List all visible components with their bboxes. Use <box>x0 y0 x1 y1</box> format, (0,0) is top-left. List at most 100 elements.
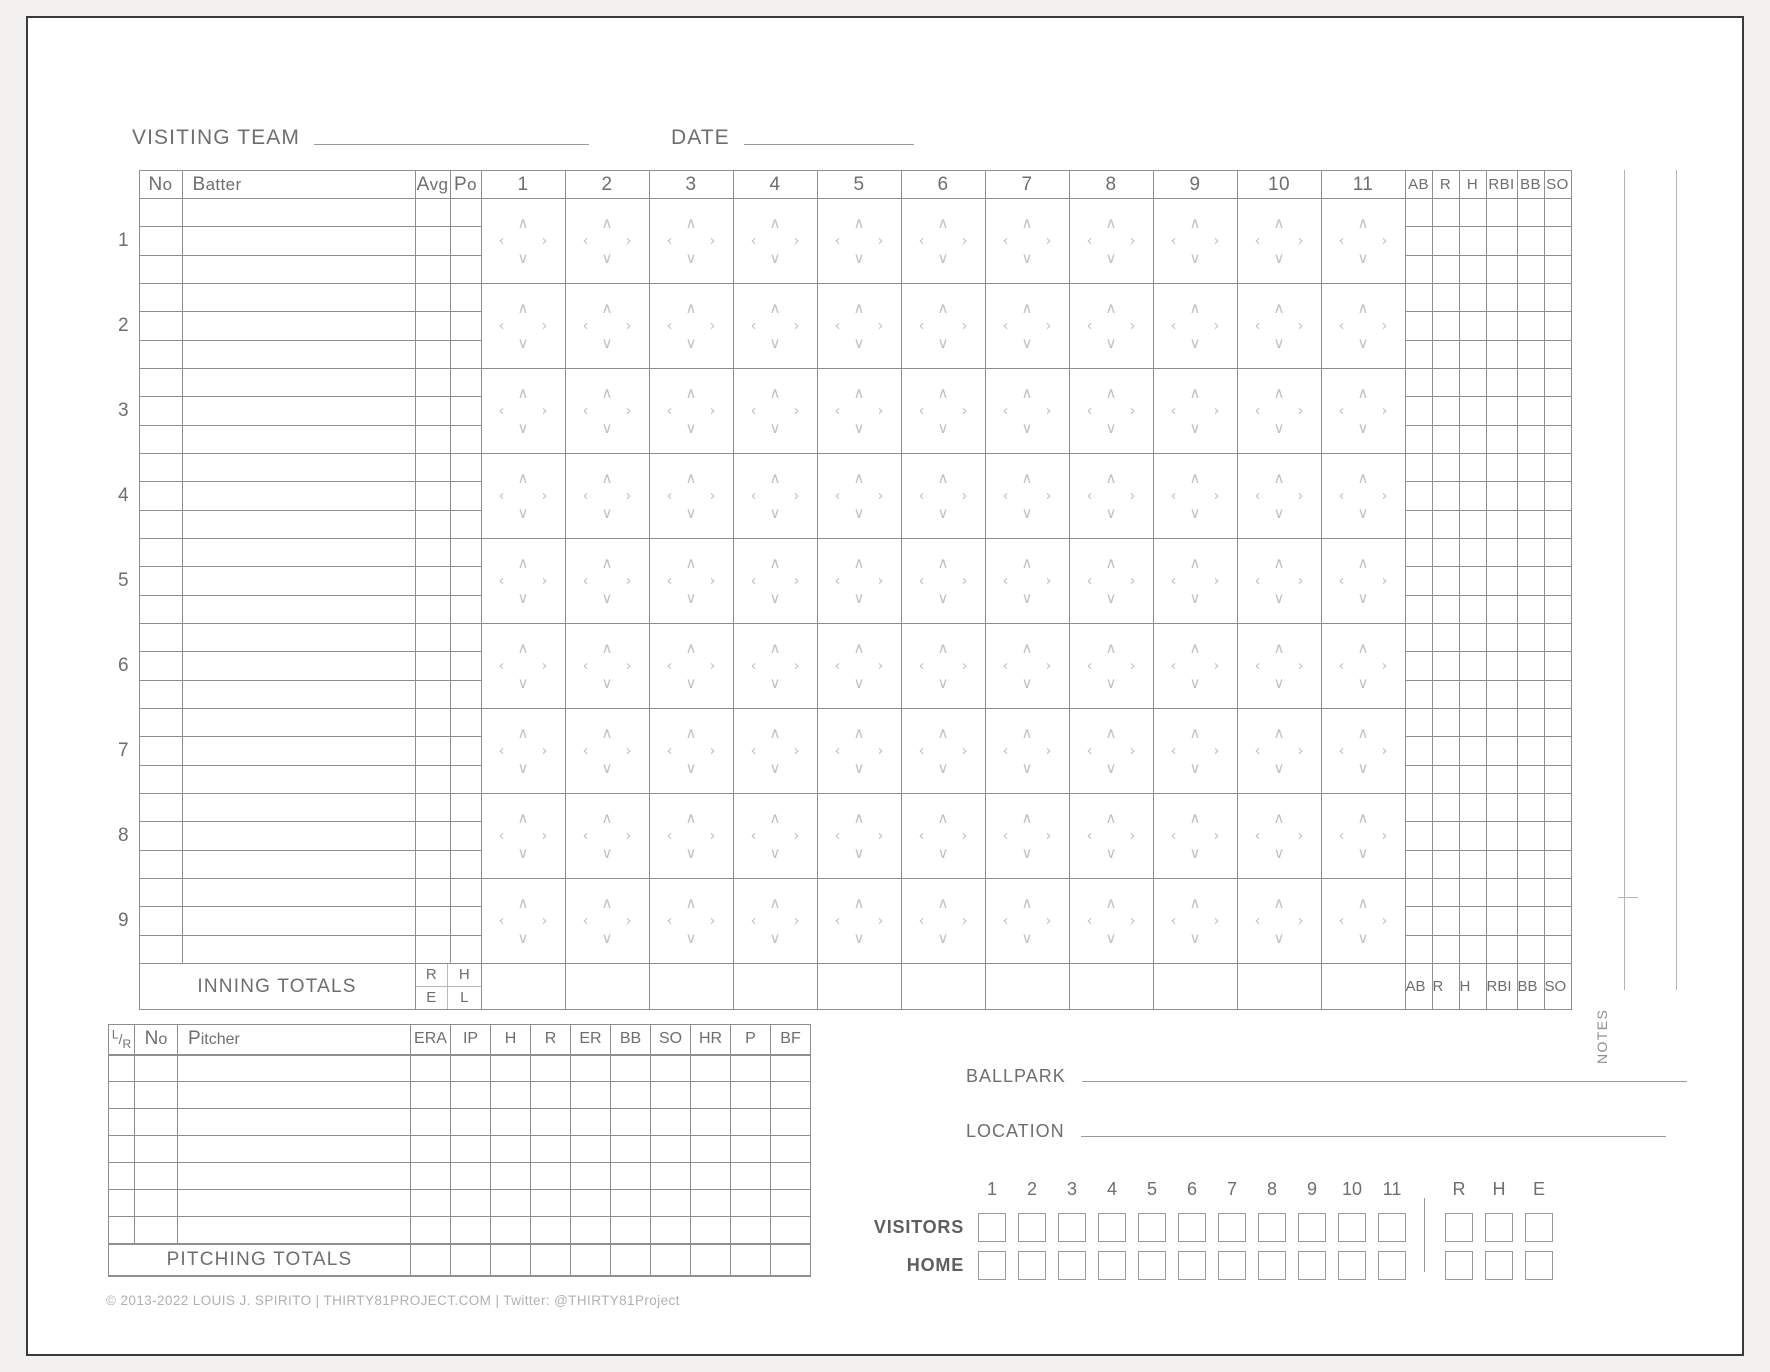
at-bat-diamond-cell[interactable]: ∧ ‹ › ∨ <box>1236 623 1322 709</box>
pitcher-h-cell[interactable] <box>490 1216 531 1244</box>
pitcher-name-cell[interactable] <box>177 1162 411 1190</box>
batter-po-cell[interactable] <box>449 821 482 851</box>
pitcher-hr-cell[interactable] <box>690 1081 731 1109</box>
batter-stat-r-cell[interactable] <box>1431 282 1460 313</box>
batter-avg-cell[interactable] <box>414 594 451 625</box>
batter-stat-h-cell[interactable] <box>1458 537 1487 568</box>
batter-stat-h-cell[interactable] <box>1458 792 1487 823</box>
pitcher-p-cell[interactable] <box>730 1189 771 1217</box>
batter-stat-so-cell[interactable] <box>1543 764 1572 795</box>
batter-stat-bb-cell[interactable] <box>1516 282 1545 313</box>
at-bat-diamond-cell[interactable]: ∧ ‹ › ∨ <box>480 623 566 709</box>
linescore-inning-box[interactable] <box>1178 1250 1206 1280</box>
batter-stat-h-cell[interactable] <box>1458 651 1487 681</box>
batter-stat-rbi-cell[interactable] <box>1485 452 1518 483</box>
batter-stat-r-cell[interactable] <box>1431 934 1460 965</box>
batter-stat-r-cell[interactable] <box>1431 311 1460 341</box>
batter-stat-r-cell[interactable] <box>1431 452 1460 483</box>
batter-stat-rbi-cell[interactable] <box>1485 226 1518 256</box>
batter-po-cell[interactable] <box>449 481 482 511</box>
batter-batter-cell[interactable] <box>181 679 416 710</box>
batter-stat-so-cell[interactable] <box>1543 934 1572 965</box>
batter-po-cell[interactable] <box>449 226 482 256</box>
inning-total-cell[interactable] <box>1236 963 1322 1010</box>
pitcher-er-cell[interactable] <box>570 1135 611 1163</box>
batter-no-cell[interactable] <box>138 311 183 341</box>
at-bat-diamond-cell[interactable]: ∧ ‹ › ∨ <box>984 708 1070 794</box>
batter-po-cell[interactable] <box>449 707 482 738</box>
pitcher-no-cell[interactable] <box>134 1053 178 1082</box>
batter-stat-h-cell[interactable] <box>1458 197 1487 228</box>
batter-stat-rbi-cell[interactable] <box>1485 282 1518 313</box>
batter-stat-ab-cell[interactable] <box>1404 311 1433 341</box>
pitcher-bf-cell[interactable] <box>770 1135 811 1163</box>
batter-stat-h-cell[interactable] <box>1458 226 1487 256</box>
pitcher-era-cell[interactable] <box>410 1216 451 1244</box>
at-bat-diamond-cell[interactable]: ∧ ‹ › ∨ <box>1152 453 1238 539</box>
batter-avg-cell[interactable] <box>414 537 451 568</box>
pitcher-name-cell[interactable] <box>177 1216 411 1244</box>
at-bat-diamond-cell[interactable]: ∧ ‹ › ∨ <box>564 368 650 454</box>
at-bat-diamond-cell[interactable]: ∧ ‹ › ∨ <box>564 283 650 369</box>
at-bat-diamond-cell[interactable]: ∧ ‹ › ∨ <box>480 198 566 284</box>
at-bat-diamond-cell[interactable]: ∧ ‹ › ∨ <box>1236 538 1322 624</box>
pitcher-name-cell[interactable] <box>177 1108 411 1136</box>
batter-stat-r-cell[interactable] <box>1431 481 1460 511</box>
at-bat-diamond-cell[interactable]: ∧ ‹ › ∨ <box>1068 283 1154 369</box>
at-bat-diamond-cell[interactable]: ∧ ‹ › ∨ <box>564 708 650 794</box>
at-bat-diamond-cell[interactable]: ∧ ‹ › ∨ <box>732 453 818 539</box>
batter-stat-so-cell[interactable] <box>1543 622 1572 653</box>
batter-stat-ab-cell[interactable] <box>1404 906 1433 936</box>
pitcher-er-cell[interactable] <box>570 1081 611 1109</box>
batter-stat-so-cell[interactable] <box>1543 481 1572 511</box>
batter-po-cell[interactable] <box>449 594 482 625</box>
batter-no-cell[interactable] <box>138 764 183 795</box>
pitcher-hr-cell[interactable] <box>690 1216 731 1244</box>
batter-stat-ab-cell[interactable] <box>1404 651 1433 681</box>
batter-stat-ab-cell[interactable] <box>1404 707 1433 738</box>
at-bat-diamond-cell[interactable]: ∧ ‹ › ∨ <box>900 368 986 454</box>
batter-po-cell[interactable] <box>449 566 482 596</box>
batter-batter-cell[interactable] <box>181 707 416 738</box>
batter-batter-cell[interactable] <box>181 764 416 795</box>
pitcher-so-cell[interactable] <box>650 1162 691 1190</box>
batter-no-cell[interactable] <box>138 821 183 851</box>
batter-stat-rbi-cell[interactable] <box>1485 764 1518 795</box>
batter-batter-cell[interactable] <box>181 934 416 965</box>
batter-stat-h-cell[interactable] <box>1458 566 1487 596</box>
batter-no-cell[interactable] <box>138 509 183 540</box>
pitcher-handedness-cell[interactable] <box>108 1162 135 1190</box>
batter-stat-bb-cell[interactable] <box>1516 566 1545 596</box>
at-bat-diamond-cell[interactable]: ∧ ‹ › ∨ <box>648 538 734 624</box>
location-writeline[interactable] <box>1080 1136 1666 1137</box>
at-bat-diamond-cell[interactable]: ∧ ‹ › ∨ <box>732 368 818 454</box>
pitcher-bb-cell[interactable] <box>610 1162 651 1190</box>
batter-stat-rbi-cell[interactable] <box>1485 792 1518 823</box>
batter-stat-so-cell[interactable] <box>1543 339 1572 370</box>
pitcher-no-cell[interactable] <box>134 1216 178 1244</box>
batter-batter-cell[interactable] <box>181 424 416 455</box>
batter-stat-bb-cell[interactable] <box>1516 537 1545 568</box>
batter-stat-ab-cell[interactable] <box>1404 764 1433 795</box>
pitcher-r-cell[interactable] <box>530 1081 571 1109</box>
at-bat-diamond-cell[interactable]: ∧ ‹ › ∨ <box>1152 708 1238 794</box>
batter-stat-ab-cell[interactable] <box>1404 736 1433 766</box>
linescore-inning-box[interactable] <box>1338 1212 1366 1242</box>
pitcher-p-cell[interactable] <box>730 1216 771 1244</box>
batter-stat-rbi-cell[interactable] <box>1485 594 1518 625</box>
linescore-inning-box[interactable] <box>1138 1212 1166 1242</box>
pitcher-name-cell[interactable] <box>177 1135 411 1163</box>
pitching-total-er-cell[interactable] <box>570 1242 611 1277</box>
pitching-total-bb-cell[interactable] <box>610 1242 651 1277</box>
at-bat-diamond-cell[interactable]: ∧ ‹ › ∨ <box>480 538 566 624</box>
batter-no-cell[interactable] <box>138 651 183 681</box>
pitcher-era-cell[interactable] <box>410 1108 451 1136</box>
batter-stat-ab-cell[interactable] <box>1404 282 1433 313</box>
at-bat-diamond-cell[interactable]: ∧ ‹ › ∨ <box>1068 453 1154 539</box>
batter-stat-bb-cell[interactable] <box>1516 849 1545 880</box>
at-bat-diamond-cell[interactable]: ∧ ‹ › ∨ <box>732 198 818 284</box>
batter-stat-r-cell[interactable] <box>1431 736 1460 766</box>
batter-batter-cell[interactable] <box>181 481 416 511</box>
at-bat-diamond-cell[interactable]: ∧ ‹ › ∨ <box>984 878 1070 964</box>
batter-po-cell[interactable] <box>449 311 482 341</box>
